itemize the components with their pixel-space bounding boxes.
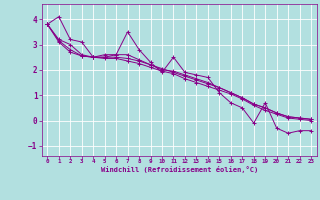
X-axis label: Windchill (Refroidissement éolien,°C): Windchill (Refroidissement éolien,°C) xyxy=(100,166,258,173)
